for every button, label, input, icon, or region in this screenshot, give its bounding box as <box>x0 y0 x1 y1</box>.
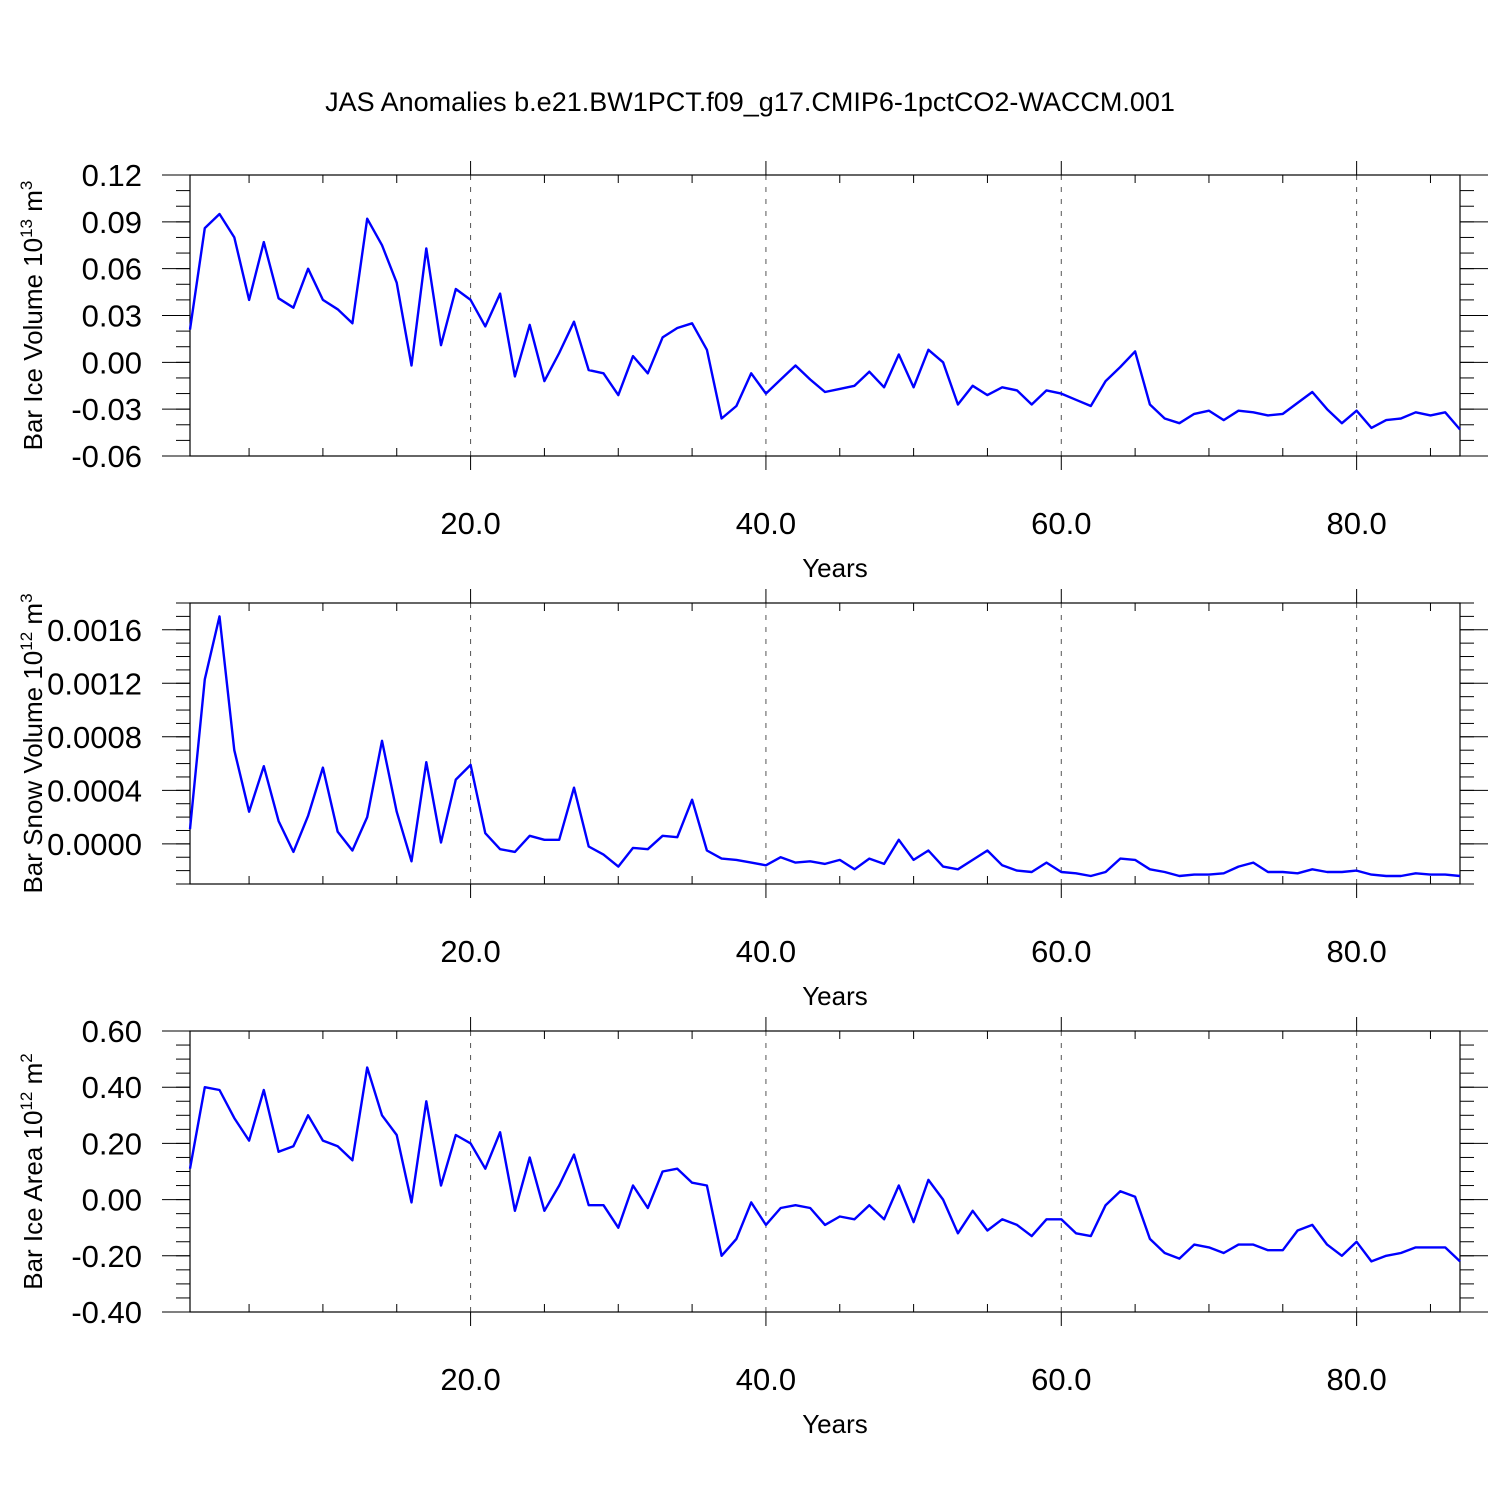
chart1-y-tick-label-4: 0.0016 <box>47 613 142 648</box>
chart0-y-tick-label-1: -0.03 <box>71 392 142 427</box>
chart0-y-tick-label-0: -0.06 <box>71 439 142 474</box>
chart0-y-tick-label-3: 0.03 <box>82 299 142 334</box>
chart1-x-tick-label-3: 80.0 <box>1326 934 1386 969</box>
chart0-x-tick-label-1: 40.0 <box>736 506 796 541</box>
chart0-y-axis-label-unit: m <box>18 190 48 219</box>
chart1-y-axis-label-unit-exp: 3 <box>17 593 36 602</box>
panel-ice-area: 20.0 40.0 60.0 80.0 -0.40 -0.20 0.00 0.20 0.40 0.… <box>17 1014 1488 1439</box>
chart2-y-tick-label-3: 0.20 <box>82 1126 142 1161</box>
chart0-y-tick-label-6: 0.12 <box>82 158 142 193</box>
chart2-y-axis-label-unit: m <box>18 1063 48 1092</box>
chart2-y-axis-label-unit-exp: 2 <box>17 1053 36 1062</box>
panel-snow-volume: 20.0 40.0 60.0 80.0 0.0000 0.0004 0.0008 0.0012… <box>17 589 1488 1011</box>
chart2-y-tick-label-4: 0.40 <box>82 1070 142 1105</box>
chart2-y-axis-label: Bar Ice Area 1012 m2 <box>17 1053 48 1290</box>
chart1-y-tick-label-0: 0.0000 <box>47 827 142 862</box>
chart1-y-axis-label: Bar Snow Volume 1012 m3 <box>17 593 48 893</box>
chart2-y-tick-label-5: 0.60 <box>82 1014 142 1049</box>
chart2-y-tick-label-0: -0.40 <box>71 1295 142 1330</box>
chart0-x-tick-label-2: 60.0 <box>1031 506 1091 541</box>
chart1-x-tick-label-1: 40.0 <box>736 934 796 969</box>
chart2-y-axis-label-exp: 12 <box>17 1092 36 1111</box>
chart1-x-axis-label: Years <box>802 981 868 1011</box>
chart1-series-line <box>188 615 1461 878</box>
chart0-y-tick-label-4: 0.06 <box>82 252 142 287</box>
chart1-y-tick-label-1: 0.0004 <box>47 773 142 808</box>
chart0-y-axis-label-main: Bar Ice Volume 10 <box>18 238 48 450</box>
chart0-y-tick-label-2: 0.00 <box>82 345 142 380</box>
chart2-series-line <box>188 1066 1461 1263</box>
chart1-y-tick-label-3: 0.0012 <box>47 666 142 701</box>
chart0-x-tick-label-3: 80.0 <box>1326 506 1386 541</box>
chart-title: JAS Anomalies b.e21.BW1PCT.f09_g17.CMIP6… <box>325 87 1175 117</box>
chart1-y-tick-label-2: 0.0008 <box>47 720 142 755</box>
chart0-x-tick-label-0: 20.0 <box>440 506 500 541</box>
chart1-x-tick-label-2: 60.0 <box>1031 934 1091 969</box>
chart1-y-axis-label-unit: m <box>18 603 48 632</box>
chart2-x-tick-label-3: 80.0 <box>1326 1362 1386 1397</box>
chart2-y-axis-label-main: Bar Ice Area 10 <box>18 1111 48 1290</box>
chart1-plot-frame <box>189 602 1461 885</box>
chart2-plot-frame <box>189 1030 1461 1313</box>
panel-ice-volume: 20.0 40.0 60.0 80.0 -0.06 -0.03 0.00 0.03 0.06 0.… <box>17 158 1488 583</box>
chart1-y-axis-label-exp: 12 <box>17 632 36 651</box>
chart2-x-axis-label: Years <box>802 1409 868 1439</box>
chart0-y-axis-label-exp: 13 <box>17 219 36 238</box>
chart1-y-axis-label-main: Bar Snow Volume 10 <box>18 651 48 894</box>
chart2-x-tick-label-1: 40.0 <box>736 1362 796 1397</box>
chart0-series-line <box>188 212 1461 431</box>
chart0-y-axis-label-unit-exp: 3 <box>17 181 36 190</box>
chart2-x-tick-label-0: 20.0 <box>440 1362 500 1397</box>
chart1-x-tick-label-0: 20.0 <box>440 934 500 969</box>
chart2-y-tick-label-1: -0.20 <box>71 1239 142 1274</box>
chart0-x-axis-label: Years <box>802 553 868 583</box>
chart0-y-tick-label-5: 0.09 <box>82 205 142 240</box>
chart0-plot-frame <box>189 174 1461 457</box>
chart2-x-tick-label-2: 60.0 <box>1031 1362 1091 1397</box>
chart0-y-axis-label: Bar Ice Volume 1013 m3 <box>17 181 48 451</box>
chart2-y-tick-label-2: 0.00 <box>82 1183 142 1218</box>
